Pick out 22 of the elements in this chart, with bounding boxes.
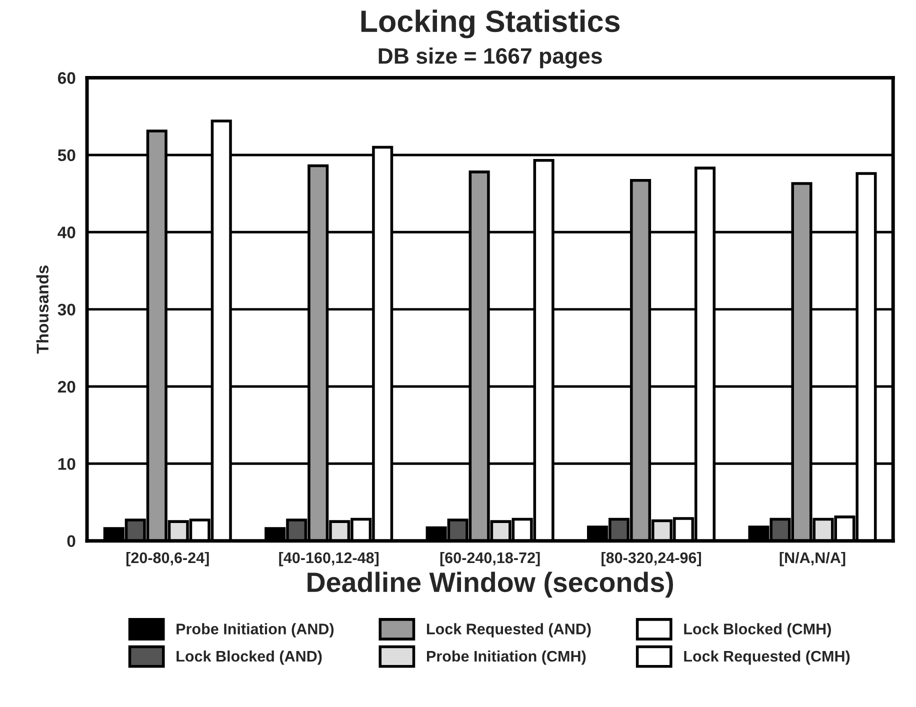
legend-label: Lock Blocked (CMH): [684, 623, 831, 638]
legend-label: Probe Initiation (AND): [176, 623, 334, 638]
chart-title: Locking Statistics: [361, 10, 620, 38]
chart-subtitle: DB size = 1667 pages: [378, 48, 602, 68]
x-tick-label: [N/A,N/A]: [780, 552, 846, 566]
x-tick-label: [20-80,6-24]: [126, 552, 209, 566]
y-tick-label: 0: [67, 535, 76, 548]
x-tick-label: [40-160,12-48]: [279, 552, 379, 566]
x-tick-label: [80-320,24-96]: [602, 552, 701, 566]
legend-label: Probe Initiation (CMH): [426, 650, 586, 665]
x-axis-title: Deadline Window (seconds): [308, 572, 673, 598]
legend-label: Lock Requested (AND): [426, 623, 591, 638]
y-tick-label: 10: [58, 458, 76, 470]
y-tick-label: 20: [58, 380, 76, 393]
legend-label: Lock Requested (CMH): [684, 650, 850, 665]
y-tick-label: 40: [58, 226, 76, 238]
y-tick-label: 60: [58, 72, 76, 84]
y-tick-label: 30: [58, 304, 76, 316]
legend-label: Lock Blocked (AND): [176, 650, 322, 665]
x-tick-label: [60-240,18-72]: [440, 552, 540, 566]
y-tick-label: 50: [58, 149, 76, 162]
y-axis-title: Thousands: [36, 266, 49, 354]
